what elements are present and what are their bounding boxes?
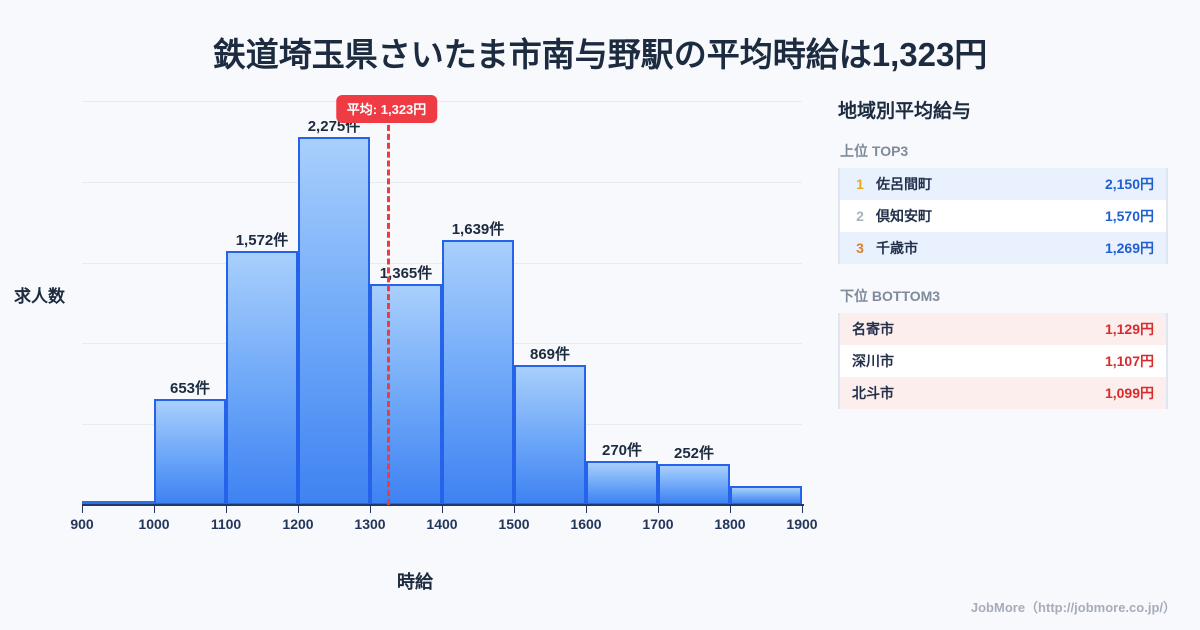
x-axis-tick-label: 1000 bbox=[138, 516, 170, 532]
x-axis-tick bbox=[226, 504, 227, 513]
rank-number: 1 bbox=[856, 176, 864, 192]
x-axis-tick bbox=[730, 504, 731, 513]
x-axis-tick bbox=[442, 504, 443, 513]
bar bbox=[442, 240, 514, 505]
x-axis-tick bbox=[82, 504, 83, 513]
bar-value-label: 1,572件 bbox=[235, 231, 289, 249]
region-name: 倶知安町 bbox=[876, 208, 932, 224]
rank-row: 1 佐呂間町 2,150円 bbox=[840, 168, 1166, 200]
rank-row: 名寄市 1,129円 bbox=[840, 313, 1166, 345]
bar-value-label: 1,639件 bbox=[451, 221, 505, 239]
bar bbox=[82, 501, 154, 505]
x-axis-tick bbox=[658, 504, 659, 513]
x-axis-tick bbox=[586, 504, 587, 513]
x-axis-tick bbox=[802, 504, 803, 513]
x-axis-tick-label: 1500 bbox=[498, 516, 530, 532]
region-salary-value: 2,150円 bbox=[1104, 176, 1154, 192]
region-name: 名寄市 bbox=[852, 321, 894, 337]
bottom3-table: 名寄市 1,129円深川市 1,107円北斗市 1,099円 bbox=[838, 313, 1168, 409]
x-axis-tick-label: 1100 bbox=[210, 516, 242, 532]
x-axis-tick bbox=[298, 504, 299, 513]
x-axis-tick bbox=[370, 504, 371, 513]
top3-table: 1 佐呂間町 2,150円 2 倶知安町 1,570円 3 千歳市 1,269円 bbox=[838, 168, 1168, 264]
region-salary-value: 1,129円 bbox=[1104, 321, 1154, 337]
region-salary-value: 1,570円 bbox=[1104, 208, 1154, 224]
bar bbox=[586, 461, 658, 505]
region-salary-value: 1,099円 bbox=[1104, 385, 1154, 401]
panel-title: 地域別平均給与 bbox=[838, 101, 972, 122]
bar-value-label: 653件 bbox=[169, 380, 211, 398]
x-axis-tick-label: 1800 bbox=[714, 516, 746, 532]
rank-row: 深川市 1,107円 bbox=[840, 345, 1166, 377]
region-salary-value: 1,107円 bbox=[1104, 353, 1154, 369]
region-salary-value: 1,269円 bbox=[1104, 240, 1154, 256]
region-name: 佐呂間町 bbox=[876, 176, 932, 192]
x-axis-tick-label: 1600 bbox=[570, 516, 602, 532]
regional-salary-panel: 地域別平均給与 上位 TOP3 1 佐呂間町 2,150円 2 倶知安町 1,570円 3 千… bbox=[838, 96, 1168, 431]
page-title: 鉄道埼玉県さいたま市南与野駅の平均時給は1,323円 bbox=[212, 36, 988, 73]
x-axis-line bbox=[82, 504, 804, 506]
bar-value-label: 1,365件 bbox=[379, 265, 433, 283]
plot-area bbox=[82, 101, 802, 505]
x-axis-title: 時給 bbox=[397, 572, 433, 592]
watermark: JobMore（http://jobmore.co.jp/） bbox=[970, 600, 1176, 615]
bar bbox=[298, 137, 370, 505]
bar bbox=[226, 250, 298, 505]
average-vline bbox=[386, 116, 390, 505]
x-axis-tick-label: 1900 bbox=[786, 516, 818, 532]
bottom3-label: 下位 BOTTOM3 bbox=[840, 288, 941, 304]
rank-row: 2 倶知安町 1,570円 bbox=[840, 200, 1166, 232]
x-axis-tick-label: 1200 bbox=[282, 516, 314, 532]
rank-row: 3 千歳市 1,269円 bbox=[840, 232, 1166, 264]
histogram-chart: 653件 1,572件 2,275件 1,365件 1,639件 869件 270件 252件… bbox=[0, 90, 830, 600]
region-name: 北斗市 bbox=[852, 385, 894, 401]
x-axis-tick bbox=[154, 504, 155, 513]
bar bbox=[730, 485, 802, 505]
region-name: 千歳市 bbox=[876, 240, 918, 256]
x-axis-tick bbox=[514, 504, 515, 513]
gridline bbox=[82, 182, 802, 183]
gridline bbox=[82, 101, 802, 102]
x-axis-tick-label: 900 bbox=[70, 516, 94, 532]
rank-number: 3 bbox=[856, 240, 864, 256]
bar-value-label: 252件 bbox=[673, 445, 715, 463]
average-badge: 平均: 1,323円 bbox=[335, 95, 438, 123]
rank-row: 北斗市 1,099円 bbox=[840, 377, 1166, 409]
bar bbox=[658, 464, 730, 505]
y-axis-title: 求人数 bbox=[14, 287, 65, 306]
region-name: 深川市 bbox=[852, 353, 894, 369]
x-axis-tick-label: 1400 bbox=[426, 516, 458, 532]
rank-number: 2 bbox=[856, 208, 864, 224]
x-axis-tick-label: 1300 bbox=[354, 516, 386, 532]
bar-value-label: 270件 bbox=[601, 442, 643, 460]
bar bbox=[514, 364, 586, 505]
bar bbox=[370, 284, 442, 505]
bar-value-label: 869件 bbox=[529, 345, 571, 363]
bar bbox=[154, 399, 226, 505]
top3-label: 上位 TOP3 bbox=[840, 143, 909, 159]
x-axis-tick-label: 1700 bbox=[642, 516, 674, 532]
